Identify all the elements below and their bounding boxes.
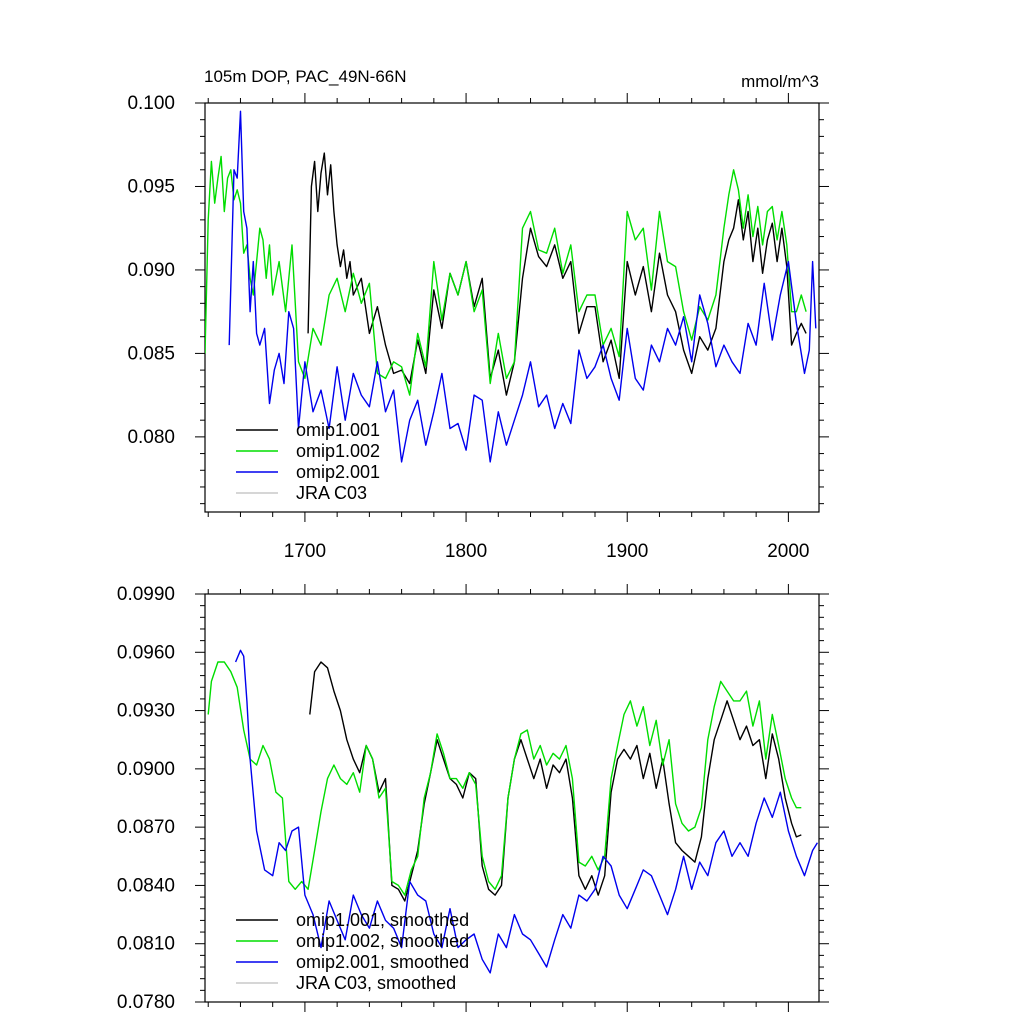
y-tick-label: 0.0960: [117, 642, 175, 663]
series-line-omip2-001: [228, 110, 817, 463]
y-tick-label: 0.085: [127, 343, 175, 364]
y-tick-label: 0.0930: [117, 701, 175, 722]
y-tick-label: 0.0840: [117, 875, 175, 896]
legend-label: JRA C03, smoothed: [296, 973, 456, 993]
y-tick-label: 0.0780: [117, 992, 175, 1013]
x-tick-label: 1800: [445, 541, 487, 562]
y-tick-label: 0.095: [127, 176, 175, 197]
x-tick-label: 1700: [284, 541, 326, 562]
legend-label: JRA C03: [296, 483, 367, 503]
series-line-omip1-002: [205, 155, 807, 396]
legend-label: omip1.002, smoothed: [296, 931, 469, 951]
legend-label: omip1.002: [296, 441, 380, 461]
legend-label: omip2.001: [296, 462, 380, 482]
y-tick-label: 0.0810: [117, 934, 175, 955]
y-tick-label: 0.090: [127, 260, 175, 281]
bottom-panel: 0.0780 0.0810 0.0840 0.0870 0.0900 0.0930 0.09…: [117, 584, 829, 1013]
y-tick-label: 0.080: [127, 427, 175, 448]
series-line-omip1-001: [307, 152, 807, 396]
plot-frame: [204, 593, 820, 1003]
y-tick-label: 0.100: [127, 93, 175, 114]
series-line-omip2-001-smoothed: [234, 649, 818, 974]
top-panel: 0.080 0.085 0.090 0.095 0.100 1700 1800 1900 200…: [127, 93, 829, 562]
x-tick-label: 1900: [606, 541, 648, 562]
units-label: mmol/m^3: [741, 72, 819, 91]
plot-frame: [204, 102, 820, 513]
legend-label: omip2.001, smoothed: [296, 952, 469, 972]
legend-label: omip1.001: [296, 420, 380, 440]
series-line-omip1-001-smoothed: [309, 661, 802, 902]
y-tick-label: 0.0870: [117, 817, 175, 838]
series-line-omip1-002-smoothed: [207, 661, 802, 896]
legend-label: omip1.001, smoothed: [296, 910, 469, 930]
x-tick-label: 2000: [767, 541, 809, 562]
y-tick-label: 0.0990: [117, 584, 175, 605]
y-tick-label: 0.0900: [117, 759, 175, 780]
chart-title: 105m DOP, PAC_49N-66N: [204, 67, 407, 86]
